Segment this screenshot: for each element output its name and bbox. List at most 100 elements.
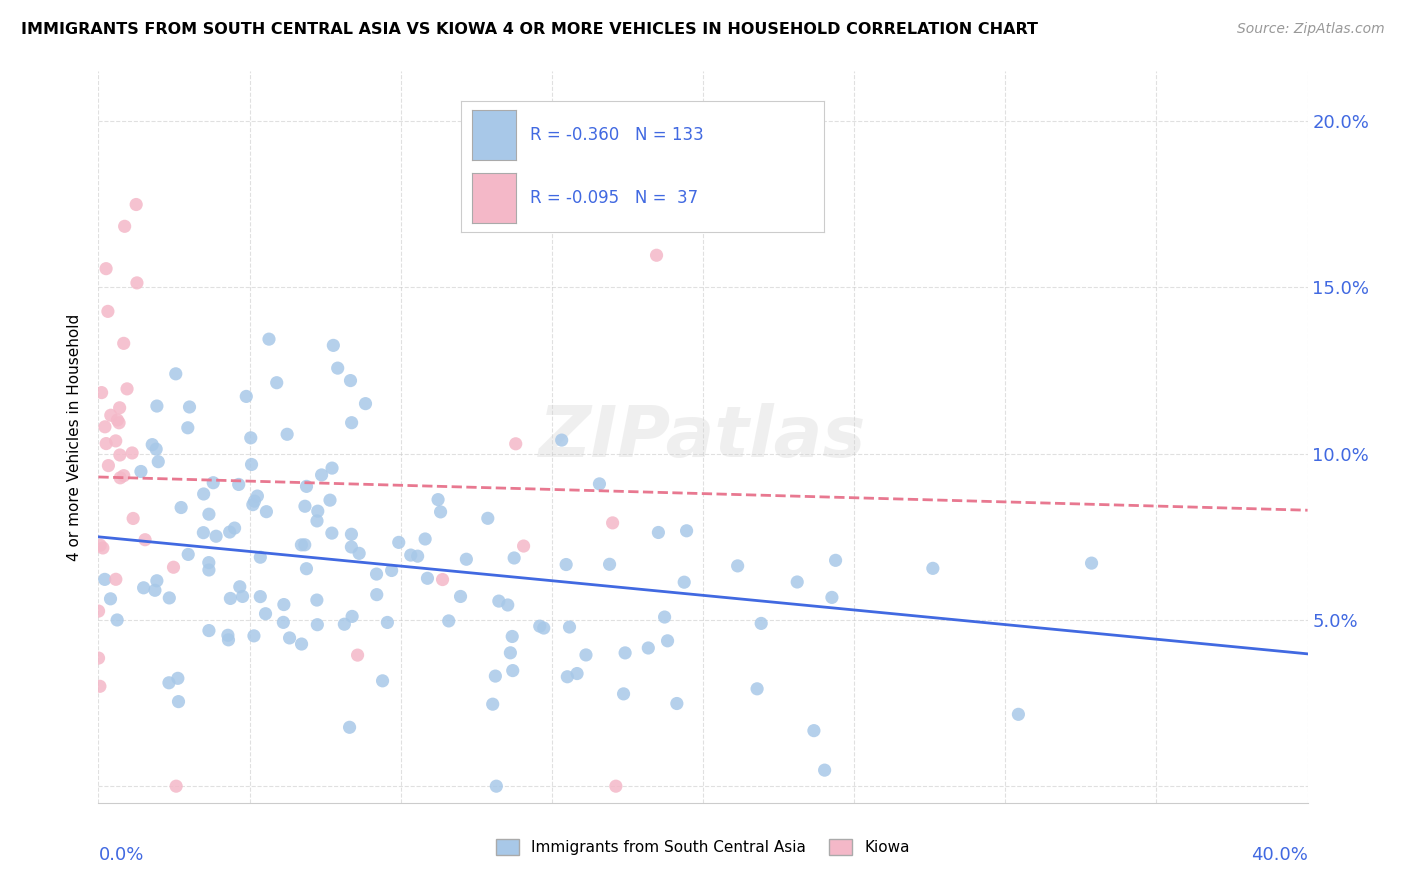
Point — [321, 526, 343, 541]
Point — [488, 594, 510, 608]
Point — [141, 437, 163, 451]
Point — [305, 514, 328, 528]
Point — [198, 507, 221, 521]
Point — [239, 431, 262, 445]
Point — [647, 525, 669, 540]
Point — [94, 261, 117, 276]
Point — [377, 615, 399, 630]
Text: Source: ZipAtlas.com: Source: ZipAtlas.com — [1237, 22, 1385, 37]
Point — [813, 763, 835, 777]
Point — [614, 646, 637, 660]
Point — [254, 505, 277, 519]
Point — [406, 549, 429, 563]
Point — [177, 548, 200, 562]
Point — [273, 615, 295, 630]
Point — [295, 562, 318, 576]
Point — [96, 436, 118, 450]
Point — [588, 476, 610, 491]
Point — [143, 583, 166, 598]
Point — [605, 779, 627, 793]
Point — [437, 614, 460, 628]
Point — [93, 573, 115, 587]
Point — [481, 697, 503, 711]
Point — [167, 695, 190, 709]
Point — [340, 609, 363, 624]
Point — [89, 679, 111, 693]
Point — [333, 617, 356, 632]
Point — [484, 669, 506, 683]
Point — [112, 468, 135, 483]
Point — [179, 400, 201, 414]
Point — [115, 382, 138, 396]
Point — [290, 637, 312, 651]
Point — [257, 332, 280, 346]
Point — [675, 524, 697, 538]
Point — [824, 553, 846, 567]
Point — [157, 675, 180, 690]
Point — [97, 458, 120, 473]
Point — [218, 524, 240, 539]
Point — [322, 338, 344, 352]
Point — [399, 548, 422, 562]
Text: 40.0%: 40.0% — [1251, 846, 1308, 864]
Point — [294, 500, 316, 514]
Point — [145, 442, 167, 456]
Point — [100, 591, 122, 606]
Point — [921, 561, 943, 575]
Point — [512, 539, 534, 553]
Point — [193, 525, 215, 540]
Point — [533, 621, 555, 635]
Point — [162, 560, 184, 574]
Point — [243, 629, 266, 643]
Point — [205, 529, 228, 543]
Y-axis label: 4 or more Vehicles in Household: 4 or more Vehicles in Household — [67, 313, 83, 561]
Point — [295, 479, 318, 493]
Point — [1007, 707, 1029, 722]
Point — [232, 590, 254, 604]
Point — [657, 633, 679, 648]
Point — [485, 779, 508, 793]
Point — [347, 546, 370, 560]
Point — [243, 494, 266, 508]
Point — [340, 540, 363, 554]
Point — [114, 219, 136, 234]
Point — [305, 593, 328, 607]
Point — [307, 617, 329, 632]
Point — [496, 598, 519, 612]
Point — [354, 397, 377, 411]
Point — [235, 389, 257, 403]
Point — [108, 416, 131, 430]
Point — [193, 487, 215, 501]
Point — [637, 640, 659, 655]
Point — [125, 276, 148, 290]
Point — [108, 401, 131, 415]
Point — [432, 573, 454, 587]
Point — [276, 427, 298, 442]
Point — [413, 532, 436, 546]
Point — [326, 361, 349, 376]
Point — [198, 624, 221, 638]
Point — [89, 538, 111, 552]
Point — [121, 446, 143, 460]
Point — [146, 574, 169, 588]
Point — [366, 588, 388, 602]
Point — [146, 399, 169, 413]
Point — [745, 681, 768, 696]
Point — [219, 591, 242, 606]
Point — [339, 374, 361, 388]
Point — [555, 558, 578, 572]
Text: IMMIGRANTS FROM SOUTH CENTRAL ASIA VS KIOWA 4 OR MORE VEHICLES IN HOUSEHOLD CORR: IMMIGRANTS FROM SOUTH CENTRAL ASIA VS KI… — [21, 22, 1038, 37]
Point — [339, 720, 361, 734]
Point — [307, 504, 329, 518]
Point — [319, 493, 342, 508]
Point — [340, 416, 363, 430]
Point — [381, 564, 404, 578]
Point — [503, 551, 526, 566]
Point — [294, 538, 316, 552]
Point — [565, 666, 588, 681]
Point — [499, 646, 522, 660]
Point — [654, 610, 676, 624]
Point — [599, 558, 621, 572]
Point — [198, 563, 221, 577]
Point — [254, 607, 277, 621]
